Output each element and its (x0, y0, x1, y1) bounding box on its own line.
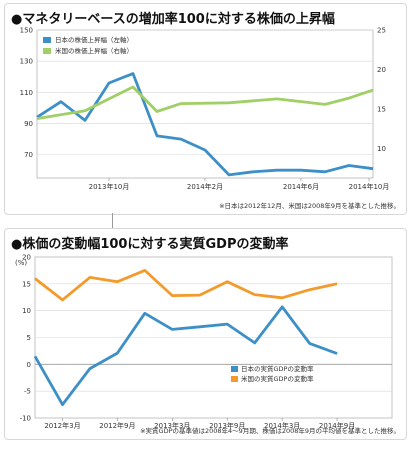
legend-swatch (43, 48, 51, 54)
x-tick-label: 2014年2月 (187, 182, 223, 191)
series-line-us (34, 269, 338, 302)
y-unit-label: (%) (15, 259, 27, 267)
gdp-change-chart: -10 -5 0 5 10 15 20(%) 2012年3月 2012年9月 2013年3月 201… (15, 254, 393, 430)
x-tick-label: 2013年10月 (89, 182, 130, 191)
y-left-tick-label: 70 (24, 151, 33, 159)
series-line-japan (36, 72, 374, 177)
legend-swatch (231, 366, 238, 372)
y-tick-label: 0 (27, 361, 31, 369)
x-tick-label: 2014年9月 (319, 421, 355, 430)
x-tick-label: 2012年3月 (44, 421, 80, 430)
x-tick-label: 2014年10月 (349, 182, 390, 191)
y-tick-label: -5 (24, 388, 31, 396)
y-tick-label: -10 (20, 415, 31, 423)
chart-title: ●マネタリーベースの増加率100に対する株価の上昇幅 (11, 12, 335, 27)
x-tick-label: 2012年9月 (99, 421, 135, 430)
series-line-japan (33, 305, 338, 407)
x-tick-label: 2014年6月 (283, 182, 319, 191)
chart-panel-gdp: ●株価の変動幅100に対する実質GDPの変動率 -10 -5 0 5 10 15 20 (%)… (4, 228, 407, 440)
y-tick-label: 20 (22, 254, 31, 262)
legend-swatch (43, 37, 51, 43)
chart-title: ●株価の変動幅100に対する実質GDPの変動率 (11, 237, 289, 252)
y-right-tick-label: 15 (377, 106, 386, 114)
monetary-base-chart: 70 90 110 130 150 10 15 20 25 2013年10月 2014年2月 2014… (20, 27, 390, 192)
y-left-tick-label: 90 (24, 120, 33, 128)
chart-note: ※実質GDPの基準値は2008年4～9月期、株価は2008年9月の平均値を基準と… (140, 427, 400, 435)
y-tick-label: 10 (22, 307, 31, 315)
y-right-tick-label: 20 (377, 66, 386, 74)
y-right-tick-label: 25 (377, 27, 386, 35)
connector-line (112, 213, 113, 228)
chart-panel-monetary-base: ●マネタリーベースの増加率100に対する株価の上昇幅 70 90 110 130 150… (4, 3, 407, 215)
legend-label: 日本の株価上昇幅（左軸） (55, 35, 133, 44)
x-tick-label: 2014年3月 (264, 421, 300, 430)
chart-note: ※日本は2012年12月、米国は2008年9月を基準とした推移。 (219, 202, 400, 210)
y-tick-label: 5 (27, 334, 31, 342)
series-line-us (36, 85, 374, 120)
legend-swatch (231, 376, 238, 382)
y-left-tick-label: 110 (20, 89, 33, 97)
y-tick-label: 15 (22, 280, 31, 288)
x-tick-label: 2013年3月 (154, 421, 190, 430)
legend-label: 米国の株価上昇幅（右軸） (55, 46, 133, 55)
y-right-tick-label: 10 (377, 145, 386, 153)
legend-label: 米国の実質GDPの変動率 (241, 374, 314, 383)
legend-label: 日本の実質GDPの変動率 (241, 364, 314, 373)
y-left-tick-label: 150 (20, 27, 33, 35)
y-left-tick-label: 130 (20, 58, 33, 66)
x-tick-label: 2013年9月 (209, 421, 245, 430)
